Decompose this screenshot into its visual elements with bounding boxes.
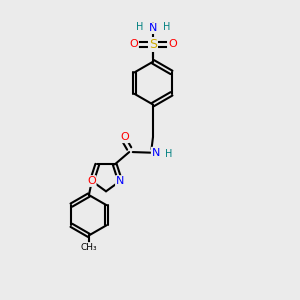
Text: CH₃: CH₃ [81, 243, 97, 252]
Text: N: N [116, 176, 124, 186]
Text: H: H [136, 22, 143, 32]
Text: O: O [168, 40, 177, 50]
Text: O: O [87, 176, 96, 186]
Text: S: S [149, 38, 157, 51]
Text: N: N [149, 23, 157, 33]
Text: N: N [152, 148, 160, 158]
Text: O: O [129, 40, 138, 50]
Text: O: O [120, 132, 129, 142]
Text: H: H [165, 149, 172, 159]
Text: H: H [163, 22, 170, 32]
